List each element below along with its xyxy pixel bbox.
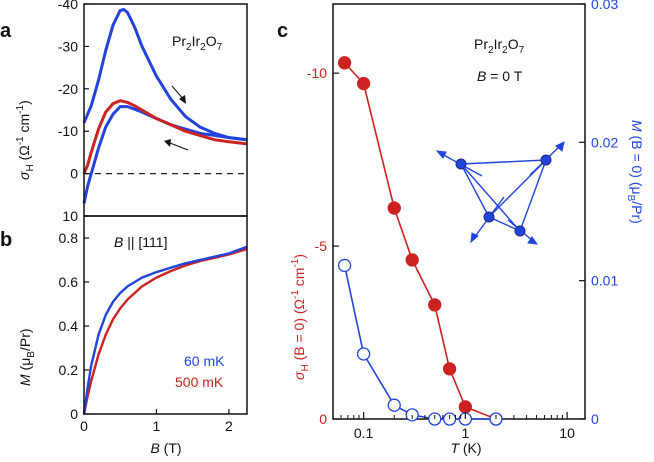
panel-c-material: Pr2Ir2O7 [474, 36, 525, 56]
panel-c-xtick-label: 1 [461, 425, 469, 441]
panel-a-series-0 [82, 8, 248, 142]
panel-c-left-y-ticks: 0 -5 -10 [307, 65, 339, 427]
legend-500mK: 500 mK [175, 374, 224, 390]
panel-c-point-blue [387, 398, 401, 412]
panel-c-right-ytick-label: 0.01 [591, 273, 618, 289]
panel-a-series [82, 8, 248, 204]
panel-c-point-blue [356, 347, 371, 361]
panel-b-frame [83, 215, 248, 415]
panel-a-y-ticks: -40 -30 -20 -10 0 10 [58, 0, 89, 224]
legend-60mK: 60 mK [184, 353, 225, 369]
panel-b-field-note: B || [111] [114, 234, 167, 250]
panel-b-series [82, 245, 248, 415]
panel-b-x-ticks: 0 1 2 [80, 409, 233, 434]
panel-c-field-note: B = 0 T [477, 68, 523, 84]
panel-c-point-red [428, 298, 442, 312]
panel-a-arrow-down [171, 85, 186, 104]
panel-c-point-blue [405, 408, 419, 422]
panel-c-point-red [458, 400, 473, 414]
panel-a-material: Pr2Ir2O7 [172, 33, 223, 53]
panel-a-ytick-label: 10 [62, 208, 78, 224]
panel-c-right-ytick-label: 0.03 [591, 0, 618, 12]
panel-c-right-y-ticks: 0 0.01 0.02 0.03 [579, 0, 618, 427]
panel-c-line-blue [343, 265, 496, 420]
panel-a-ytick-label: 0 [70, 166, 78, 182]
panel-c-point-blue [337, 258, 352, 273]
panel-c-line-red [344, 62, 497, 420]
panel-c-point-red [387, 201, 401, 215]
panel-c-left-ytick-label: -10 [307, 65, 327, 81]
panel-c-point-red [356, 76, 371, 91]
panel-c: 0 -5 -10 0 0.01 0.02 0.03 0.1 1 10 Pr2Ir2O7 B =… [290, 0, 645, 456]
panel-b-ytick-label: 0.2 [59, 362, 79, 378]
panel-c-point-red [337, 56, 352, 70]
panel-c-label: c [277, 20, 288, 42]
panel-a-series-2 [82, 99, 248, 175]
panel-a-arrow-left [164, 139, 189, 151]
panel-c-right-ytick-label: 0.02 [591, 134, 618, 150]
panel-b: 0 0.2 0.4 0.6 0.8 0 1 2 B || [111] 60 mK 500 m… [17, 215, 248, 456]
panel-a-series-1 [82, 105, 248, 204]
panel-b-x-label: B (T) [150, 440, 181, 456]
panel-b-xtick-label: 2 [225, 418, 233, 434]
panel-a-label: a [0, 20, 12, 42]
panel-c-xtick-label: 0.1 [354, 425, 374, 441]
panel-c-point-red [442, 362, 457, 376]
panel-c-right-ytick-label: 0 [591, 411, 599, 427]
panel-c-x-ticks: 0.1 1 10 [340, 412, 575, 441]
panel-c-left-ytick-label: -5 [315, 238, 328, 254]
panel-b-ytick-label: 0 [70, 406, 78, 422]
panel-c-xtick-label: 10 [559, 425, 575, 441]
panel-a-y-label: σH (Ω-1 cm-1) [15, 100, 36, 180]
panel-a-ytick-label: -10 [58, 123, 78, 139]
panel-c-series [337, 56, 503, 426]
panel-a-ytick-label: -30 [58, 38, 78, 54]
panel-b-ytick-label: 0.6 [59, 274, 79, 290]
panel-c-x-label: T (K) [450, 440, 481, 456]
panel-b-ytick-label: 0.8 [59, 230, 79, 246]
panel-c-point-red [405, 253, 419, 267]
panel-c-frame [332, 3, 586, 420]
panel-a-ytick-label: -20 [58, 81, 78, 97]
panel-c-right-y-label: M (B = 0) (μB/Pr) [625, 120, 645, 224]
spin-tetrahedron-icon [435, 141, 565, 245]
panel-c-left-y-label: σH (B = 0) (Ω-1 cm-1) [290, 254, 311, 380]
panel-b-series-blue [82, 245, 248, 415]
panel-b-ytick-label: 0.4 [59, 318, 79, 334]
panel-b-label: b [0, 229, 12, 251]
panel-b-y-ticks: 0 0.2 0.4 0.6 0.8 [59, 230, 89, 422]
panel-b-xtick-label: 0 [80, 418, 88, 434]
panel-a: -40 -30 -20 -10 0 10 Pr2Ir2O7 σH (Ω-1 cm-1) [15, 0, 248, 224]
panel-b-y-label: M (μB/Pr) [17, 328, 37, 386]
panel-a-ytick-label: -40 [58, 0, 78, 12]
panel-c-left-ytick-label: 0 [319, 411, 327, 427]
panel-b-xtick-label: 1 [153, 418, 161, 434]
